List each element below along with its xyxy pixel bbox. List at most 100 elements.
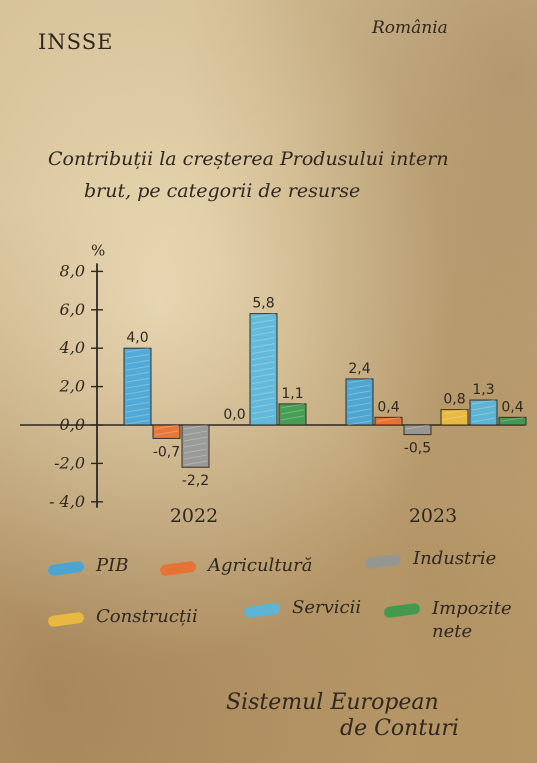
bar-hatch <box>251 313 276 319</box>
bar-servicii-2023 <box>469 399 498 426</box>
bar-hatch <box>125 413 150 419</box>
bar-hatch <box>347 402 372 408</box>
legend-item: Industrie <box>364 548 497 570</box>
bar-hatch <box>280 409 305 415</box>
bar-hatch <box>251 367 276 373</box>
bar-hatch <box>442 415 467 421</box>
legend-label: Industrie <box>413 548 497 569</box>
bar-hatch <box>183 460 208 466</box>
legend-swatch <box>243 602 281 619</box>
bar-hatch <box>347 420 372 426</box>
bar-hatch <box>251 403 276 409</box>
x-group-label-2022: 2022 <box>170 505 218 527</box>
bar-hatch <box>442 409 467 415</box>
data-label: -0,5 <box>404 441 431 457</box>
bar-hatch <box>125 377 150 383</box>
bar-hatch <box>251 415 276 421</box>
data-label: 0,4 <box>377 399 399 415</box>
bar-hatch <box>183 454 208 460</box>
legend-label: Agricultură <box>208 555 313 576</box>
bar-hatch <box>500 416 525 422</box>
bar-hatch <box>347 390 372 396</box>
bar-hatch <box>183 430 208 436</box>
bar-hatch <box>251 331 276 337</box>
bar-pib-2022 <box>123 347 152 426</box>
y-tick-label: 6,0 <box>60 300 85 319</box>
legend-item: Agricultură <box>159 555 313 577</box>
bar-hatch <box>183 442 208 448</box>
y-tick-label: -2,0 <box>54 453 85 472</box>
bar-hatch <box>251 397 276 403</box>
bar-impozite-nete-2023 <box>498 416 527 426</box>
bar-hatch <box>347 384 372 390</box>
bar-agricultură-2022 <box>152 424 181 439</box>
bar-hatch <box>280 415 305 421</box>
bar-hatch <box>251 391 276 397</box>
bar-hatch <box>251 373 276 379</box>
org-label: INSSE <box>38 30 114 54</box>
bar-hatch <box>471 399 496 405</box>
bar-hatch <box>125 395 150 401</box>
bar-construcții-2023 <box>440 409 469 426</box>
data-label: 0,0 <box>223 407 245 423</box>
bar-hatch <box>154 430 179 436</box>
legend-item: Construcții <box>47 606 198 628</box>
legend-item: Impozite nete <box>383 597 522 644</box>
bar-hatch <box>125 419 150 425</box>
bar-hatch <box>125 389 150 395</box>
data-label: -2,2 <box>182 473 209 489</box>
data-label: -0,7 <box>153 444 180 460</box>
bar-hatch <box>125 407 150 413</box>
bar-hatch <box>125 371 150 377</box>
bar-servicii-2022 <box>249 313 278 426</box>
legend-label: Impozite nete <box>432 598 512 643</box>
data-label: 1,1 <box>281 386 303 402</box>
bar-industrie-2022 <box>181 424 210 468</box>
chart-title-line1: Contribuții la creșterea Produsului inte… <box>48 148 449 170</box>
bar-hatch <box>251 385 276 391</box>
country-label: România <box>372 18 448 38</box>
bar-hatch <box>280 403 305 409</box>
legend-swatch <box>364 553 402 570</box>
data-label: 0,8 <box>443 392 465 408</box>
y-tick-label: 0,0 <box>60 415 85 434</box>
y-tick-label: - 4,0 <box>49 492 85 511</box>
bar-industrie-2023 <box>403 424 432 436</box>
footer-line1: Sistemul European <box>226 690 439 715</box>
legend-swatch <box>47 560 85 577</box>
bar-hatch <box>251 355 276 361</box>
bar-hatch <box>125 383 150 389</box>
data-label: 0,4 <box>501 399 523 415</box>
y-tick-label: 2,0 <box>59 377 85 396</box>
bar-hatch <box>251 343 276 349</box>
bar-hatch <box>251 379 276 385</box>
bar-hatch <box>251 325 276 331</box>
legend-label: Servicii <box>292 597 362 618</box>
y-tick-label: 4,0 <box>59 338 85 357</box>
legend-swatch <box>159 560 197 577</box>
legend-swatch <box>383 602 421 619</box>
bar-hatch <box>347 414 372 420</box>
bar-hatch <box>125 347 150 353</box>
legend-swatch <box>47 611 85 628</box>
bar-hatch <box>154 424 179 430</box>
bar-hatch <box>183 424 208 430</box>
legend-item: PIB <box>47 555 128 577</box>
bar-hatch <box>471 411 496 417</box>
data-label: 1,3 <box>472 382 494 398</box>
bar-hatch <box>347 396 372 402</box>
bar-hatch <box>251 349 276 355</box>
bar-hatch <box>251 319 276 325</box>
bar-agricultură-2023 <box>374 416 403 426</box>
bar-hatch <box>347 378 372 384</box>
bar-hatch <box>251 361 276 367</box>
bar-hatch <box>251 409 276 415</box>
bar-hatch <box>471 405 496 411</box>
y-tick-label: 8,0 <box>60 261 85 280</box>
bar-hatch <box>183 436 208 442</box>
bar-hatch <box>125 365 150 371</box>
chart-title-line2: brut, pe categorii de resurse <box>84 180 361 202</box>
bar-hatch <box>183 448 208 454</box>
bar-pib-2023 <box>345 378 374 426</box>
